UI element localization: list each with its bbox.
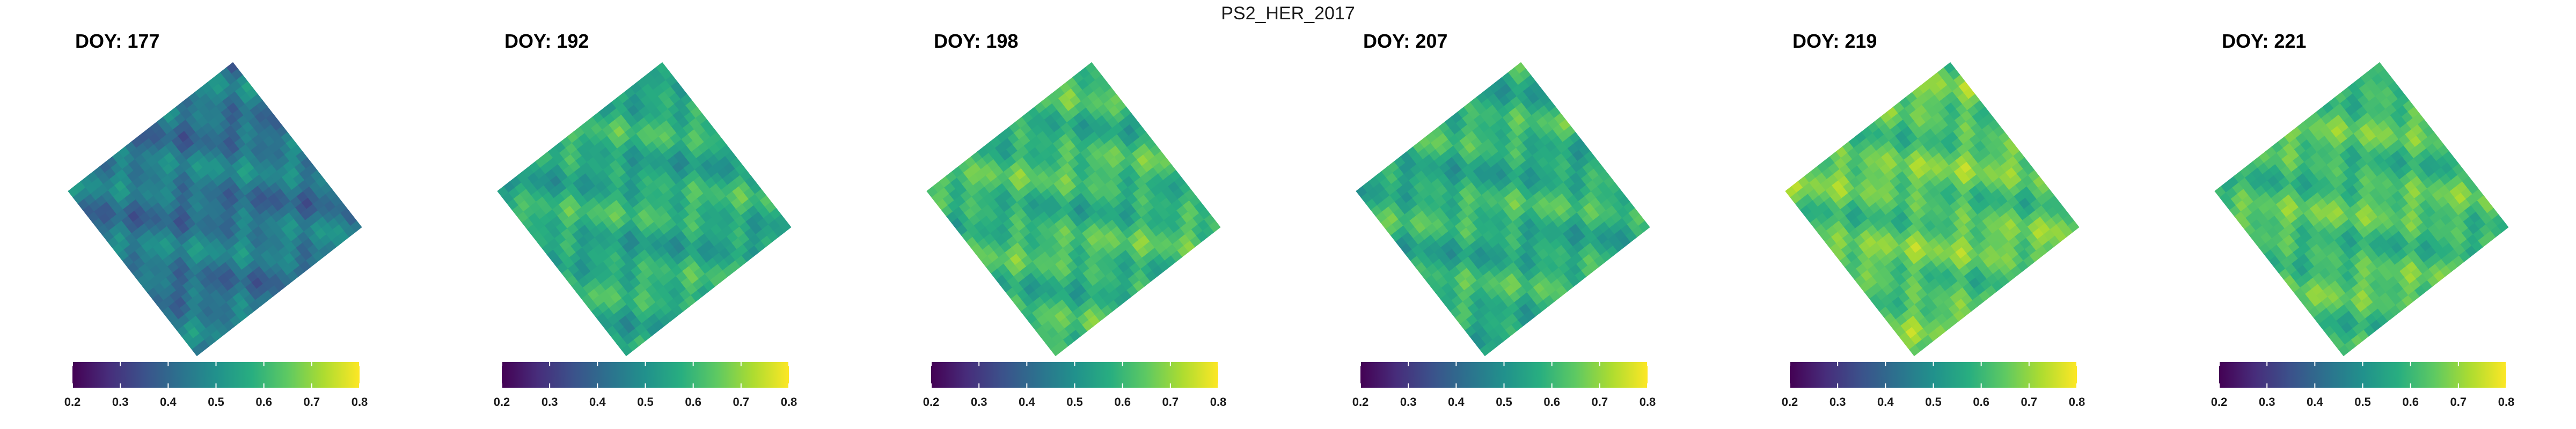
colorbar-tick-label: 0.7 xyxy=(733,395,750,409)
colorbar-tick-label: 0.4 xyxy=(1877,395,1894,409)
heatmap-cell xyxy=(1638,220,1650,233)
panel-plot: 0.2 0.3 0.4 0.5 0.6 0.7 0.8 xyxy=(2211,62,2515,409)
panel-plot: 0.2 0.3 0.4 0.5 0.6 0.7 0.8 xyxy=(1352,62,1656,409)
colorbar-tick-label: 0.5 xyxy=(1066,395,1083,409)
panel-plot: 0.2 0.3 0.4 0.5 0.6 0.7 0.8 xyxy=(1782,62,2085,409)
colorbar-tick-label: 0.7 xyxy=(2450,395,2467,409)
colorbar-tick-label: 0.3 xyxy=(2259,395,2275,409)
colorbar-tick-label: 0.5 xyxy=(1925,395,1942,409)
colorbar-tick-label: 0.8 xyxy=(352,395,368,409)
colorbar-tick-label: 0.4 xyxy=(160,395,177,409)
colorbar-tick-label: 0.6 xyxy=(1543,395,1560,409)
panel-title: DOY: 192 xyxy=(504,30,589,52)
figure-title: PS2_HER_2017 xyxy=(1221,3,1355,24)
colorbar-tick-label: 0.2 xyxy=(1352,395,1369,409)
heatmap-grid xyxy=(68,62,362,357)
colorbar-tick-label: 0.6 xyxy=(1114,395,1131,409)
panel-4: DOY: 207 0.2 0.3 0.4 0.5 0.6 0.7 0.8 xyxy=(1288,0,1717,429)
colorbar-tick-label: 0.8 xyxy=(781,395,797,409)
colorbar-tick-label: 0.4 xyxy=(1019,395,1035,409)
panel-title: DOY: 207 xyxy=(1363,30,1448,52)
colorbar-tick-label: 0.6 xyxy=(2402,395,2419,409)
heatmap-cell xyxy=(2067,220,2080,233)
panel-title: DOY: 198 xyxy=(934,30,1019,52)
colorbar-tick-label: 0.2 xyxy=(2211,395,2228,409)
colorbar-tick-label: 0.4 xyxy=(2307,395,2323,409)
panel-6: DOY: 221 0.2 0.3 0.4 0.5 0.6 0.7 0.8 xyxy=(2147,0,2576,429)
colorbar-tick-label: 0.3 xyxy=(541,395,558,409)
heatmap-grid xyxy=(497,62,792,357)
heatmap-grid xyxy=(926,62,1221,357)
colorbar-tick-label: 0.4 xyxy=(589,395,606,409)
panel-title: DOY: 219 xyxy=(1792,30,1877,52)
panel-2: DOY: 192 0.2 0.3 0.4 0.5 0.6 0.7 0.8 xyxy=(429,0,859,429)
colorbar-tick-label: 0.2 xyxy=(494,395,510,409)
colorbar-tick-label: 0.2 xyxy=(64,395,81,409)
panel-plot: 0.2 0.3 0.4 0.5 0.6 0.7 0.8 xyxy=(64,62,368,409)
colorbar-tick-label: 0.8 xyxy=(1210,395,1227,409)
heatmap-cell xyxy=(350,220,362,233)
panel-title: DOY: 177 xyxy=(75,30,160,52)
heatmap-cell xyxy=(779,220,792,233)
heatmap-cell xyxy=(1209,220,1221,233)
colorbar-tick-label: 0.4 xyxy=(1448,395,1465,409)
colorbar-tick-label: 0.6 xyxy=(685,395,701,409)
panel-1: DOY: 177 0.2 0.3 0.4 0.5 0.6 0.7 0.8 xyxy=(0,0,429,429)
panel-3: DOY: 198 0.2 0.3 0.4 0.5 0.6 0.7 0.8 xyxy=(859,0,1288,429)
colorbar-tick-label: 0.8 xyxy=(2498,395,2515,409)
colorbar-tick-label: 0.2 xyxy=(1782,395,1798,409)
heatmap-grid xyxy=(1785,62,2080,357)
panel-5: DOY: 219 0.2 0.3 0.4 0.5 0.6 0.7 0.8 xyxy=(1717,0,2147,429)
colorbar-tick-label: 0.5 xyxy=(208,395,224,409)
heatmap-cell xyxy=(2497,220,2509,233)
colorbar-tick-label: 0.7 xyxy=(1592,395,1608,409)
colorbar-tick-label: 0.2 xyxy=(923,395,940,409)
colorbar-tick-label: 0.8 xyxy=(1640,395,1656,409)
colorbar-tick-label: 0.3 xyxy=(1829,395,1846,409)
colorbar-tick-label: 0.7 xyxy=(2021,395,2038,409)
colorbar-tick-label: 0.3 xyxy=(971,395,987,409)
heatmap-grid xyxy=(1356,62,1650,357)
colorbar-tick-label: 0.5 xyxy=(637,395,654,409)
panel-title: DOY: 221 xyxy=(2222,30,2307,52)
colorbar-tick-label: 0.5 xyxy=(2354,395,2371,409)
panel-plot: 0.2 0.3 0.4 0.5 0.6 0.7 0.8 xyxy=(494,62,797,409)
heatmap-grid xyxy=(2214,62,2509,357)
colorbar-tick-label: 0.6 xyxy=(1973,395,1989,409)
colorbar-tick-label: 0.3 xyxy=(112,395,129,409)
colorbar-tick-label: 0.5 xyxy=(1496,395,1512,409)
panel-plot: 0.2 0.3 0.4 0.5 0.6 0.7 0.8 xyxy=(923,62,1227,409)
colorbar-tick-label: 0.3 xyxy=(1400,395,1417,409)
colorbar-tick-label: 0.7 xyxy=(1162,395,1179,409)
colorbar-tick-label: 0.7 xyxy=(304,395,320,409)
colorbar-tick-label: 0.8 xyxy=(2069,395,2085,409)
colorbar-tick-label: 0.6 xyxy=(255,395,272,409)
